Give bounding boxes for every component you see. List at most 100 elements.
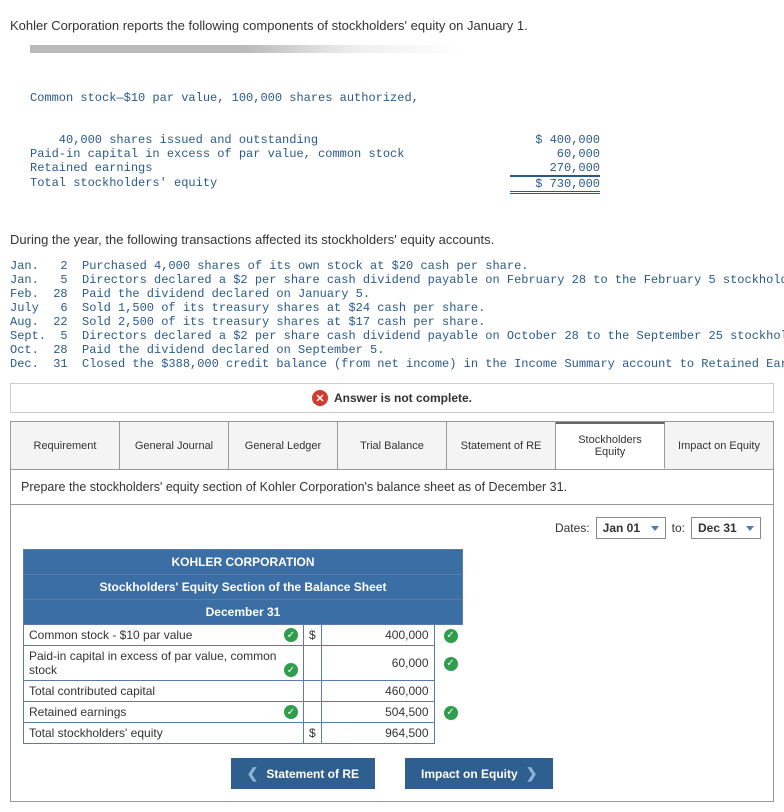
next-button[interactable]: Impact on Equity ❯ <box>405 758 553 789</box>
transaction-date: Feb. 28 <box>10 287 82 301</box>
transaction-date: Sept. 5 <box>10 329 82 343</box>
transactions-list: Jan. 2Purchased 4,000 shares of its own … <box>10 259 774 371</box>
check-cell: ✓ <box>434 625 463 646</box>
transaction-row: Aug. 22Sold 2,500 of its treasury shares… <box>10 315 774 329</box>
transaction-date: Oct. 28 <box>10 343 82 357</box>
tab-general-ledger[interactable]: General Ledger <box>229 422 338 469</box>
tab-stockholders-equity[interactable]: Stockholders Equity <box>556 422 665 469</box>
chevron-down-icon <box>746 526 754 531</box>
transaction-date: Jan. 5 <box>10 273 82 287</box>
check-icon: ✓ <box>444 657 458 671</box>
date-from-value: Jan 01 <box>603 521 640 535</box>
equity-amount: 60,000 <box>510 147 600 161</box>
worksheet-table: KOHLER CORPORATION Stockholders' Equity … <box>23 549 463 744</box>
ws-title-2: Stockholders' Equity Section of the Bala… <box>24 575 463 600</box>
equity-row: 40,000 shares issued and outstanding$ 40… <box>30 133 774 147</box>
equity-row: Retained earnings270,000 <box>30 161 774 176</box>
table-row: Total stockholders' equity$964,500 <box>24 723 463 744</box>
check-cell <box>434 681 463 702</box>
currency-cell <box>304 702 322 723</box>
transaction-date: Jan. 2 <box>10 259 82 273</box>
transaction-text: Directors declared a $2 per share cash d… <box>82 273 784 287</box>
check-cell <box>434 723 463 744</box>
tab-statement-of-re[interactable]: Statement of RE <box>447 422 556 469</box>
currency-cell <box>304 646 322 681</box>
transaction-text: Purchased 4,000 shares of its own stock … <box>82 259 774 273</box>
error-icon: ✕ <box>312 390 328 406</box>
transaction-text: Sold 2,500 of its treasury shares at $17… <box>82 315 774 329</box>
amount-cell[interactable]: 460,000 <box>321 681 434 702</box>
dates-to-label: to: <box>672 521 685 535</box>
transaction-row: Oct. 28Paid the dividend declared on Sep… <box>10 343 774 357</box>
transaction-text: Directors declared a $2 per share cash d… <box>82 329 784 343</box>
row-label[interactable]: Total contributed capital <box>24 681 304 702</box>
check-cell: ✓ <box>434 646 463 681</box>
dates-row: Dates: Jan 01 to: Dec 31 <box>23 517 761 539</box>
divider <box>30 45 570 53</box>
ws-title-3: December 31 <box>24 600 463 625</box>
check-icon: ✓ <box>284 628 298 642</box>
row-label[interactable]: Retained earnings✓ <box>24 702 304 723</box>
row-label[interactable]: Paid-in capital in excess of par value, … <box>24 646 304 681</box>
worksheet-box: Dates: Jan 01 to: Dec 31 KOHLER CORPORAT… <box>10 504 774 802</box>
currency-cell <box>304 681 322 702</box>
tab-impact-on-equity[interactable]: Impact on Equity <box>665 422 773 469</box>
equity-amount: $ 730,000 <box>510 176 600 194</box>
transaction-row: Sept. 5Directors declared a $2 per share… <box>10 329 774 343</box>
ws-title-1: KOHLER CORPORATION <box>24 550 463 575</box>
answer-incomplete-alert: ✕ Answer is not complete. <box>10 383 774 413</box>
check-icon: ✓ <box>284 663 298 677</box>
equity-row: Total stockholders' equity$ 730,000 <box>30 176 774 194</box>
date-to-select[interactable]: Dec 31 <box>691 517 761 539</box>
table-row: Total contributed capital 460,000 <box>24 681 463 702</box>
prev-label: Statement of RE <box>266 767 359 781</box>
amount-cell[interactable]: 964,500 <box>321 723 434 744</box>
transaction-row: Jan. 5Directors declared a $2 per share … <box>10 273 774 287</box>
tab-trial-balance[interactable]: Trial Balance <box>338 422 447 469</box>
check-icon: ✓ <box>444 629 458 643</box>
nav-row: ❮ Statement of RE Impact on Equity ❯ <box>23 758 761 789</box>
tab-requirement[interactable]: Requirement <box>11 422 120 469</box>
date-from-select[interactable]: Jan 01 <box>596 517 666 539</box>
prev-button[interactable]: ❮ Statement of RE <box>231 758 375 789</box>
row-label[interactable]: Total stockholders' equity <box>24 723 304 744</box>
row-label[interactable]: Common stock - $10 par value✓ <box>24 625 304 646</box>
transaction-row: Dec. 31Closed the $388,000 credit balanc… <box>10 357 774 371</box>
check-icon: ✓ <box>284 705 298 719</box>
equity-amount: $ 400,000 <box>510 133 600 147</box>
intro-text-1: Kohler Corporation reports the following… <box>10 18 774 33</box>
chevron-right-icon: ❯ <box>526 765 538 782</box>
amount-cell[interactable]: 504,500 <box>321 702 434 723</box>
tab-general-journal[interactable]: General Journal <box>120 422 229 469</box>
chevron-left-icon: ❮ <box>247 765 259 782</box>
transaction-row: Feb. 28Paid the dividend declared on Jan… <box>10 287 774 301</box>
table-row: Retained earnings✓ 504,500 ✓ <box>24 702 463 723</box>
transaction-text: Sold 1,500 of its treasury shares at $24… <box>82 301 774 315</box>
transaction-date: Dec. 31 <box>10 357 82 371</box>
transaction-text: Paid the dividend declared on September … <box>82 343 774 357</box>
alert-text: Answer is not complete. <box>334 391 472 405</box>
transaction-date: Aug. 22 <box>10 315 82 329</box>
currency-cell: $ <box>304 723 322 744</box>
transaction-row: July 6Sold 1,500 of its treasury shares … <box>10 301 774 315</box>
equity-amount: 270,000 <box>510 161 600 176</box>
equity-label: Paid-in capital in excess of par value, … <box>30 147 510 161</box>
transaction-row: Jan. 2Purchased 4,000 shares of its own … <box>10 259 774 273</box>
transaction-text: Closed the $388,000 credit balance (from… <box>82 357 784 371</box>
equity-label: Retained earnings <box>30 161 510 176</box>
instruction-box: Prepare the stockholders' equity section… <box>10 469 774 504</box>
equity-label: Total stockholders' equity <box>30 176 510 194</box>
equity-label: 40,000 shares issued and outstanding <box>30 133 510 147</box>
amount-cell[interactable]: 60,000 <box>321 646 434 681</box>
equity-opening-block: Common stock—$10 par value, 100,000 shar… <box>30 63 774 208</box>
equity-row: Paid-in capital in excess of par value, … <box>30 147 774 161</box>
amount-cell[interactable]: 400,000 <box>321 625 434 646</box>
dates-label: Dates: <box>555 521 590 535</box>
check-icon: ✓ <box>444 706 458 720</box>
tabs: RequirementGeneral JournalGeneral Ledger… <box>10 421 774 469</box>
date-to-value: Dec 31 <box>698 521 737 535</box>
currency-cell: $ <box>304 625 322 646</box>
transaction-text: Paid the dividend declared on January 5. <box>82 287 774 301</box>
table-row: Paid-in capital in excess of par value, … <box>24 646 463 681</box>
table-row: Common stock - $10 par value✓$400,000 ✓ <box>24 625 463 646</box>
